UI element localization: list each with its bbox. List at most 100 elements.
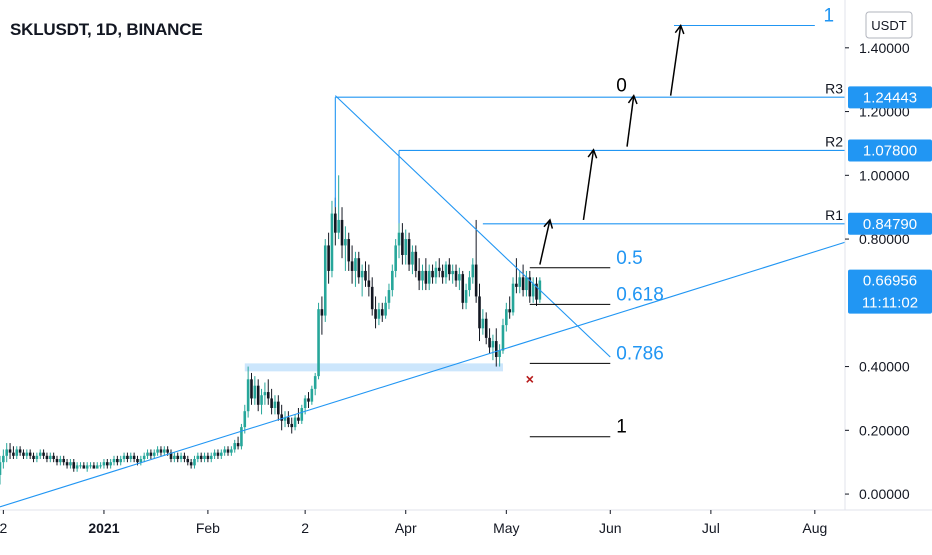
candle-body <box>498 350 501 357</box>
candles-layer <box>0 175 542 485</box>
candle-body <box>421 270 424 281</box>
candle-body <box>260 395 263 405</box>
candle-body <box>525 277 528 291</box>
candle-body <box>116 459 119 463</box>
candle-body <box>159 449 163 453</box>
candle-body <box>72 462 76 469</box>
candle-body <box>350 261 354 271</box>
time-tick-label: Feb <box>196 520 220 536</box>
candle-body <box>236 443 240 447</box>
candle-body <box>347 239 351 262</box>
fib-label: 0.618 <box>616 284 664 305</box>
candle-body <box>330 213 334 271</box>
price-tick-label: 0.80000 <box>859 231 910 247</box>
candle-body <box>59 459 62 463</box>
time-tick-label: 2 <box>301 520 309 536</box>
candle-body <box>199 455 203 459</box>
candle-body <box>273 401 277 408</box>
time-tick-label: Apr <box>395 520 417 536</box>
price-tick-label: 0.40000 <box>859 359 910 375</box>
candle-body <box>92 465 96 469</box>
price-badges-layer: 1.24443 R3 1.07800 R2 0.84790 R1 0.66956 11:11:… <box>825 80 932 314</box>
candle-body <box>441 270 444 278</box>
candle-body <box>55 459 59 463</box>
candle-body <box>142 455 146 459</box>
candle-body <box>424 270 428 284</box>
fib-label: 0.5 <box>616 248 642 269</box>
candle-body <box>464 290 468 303</box>
candle-body <box>427 270 431 284</box>
line-triangle_down <box>334 95 611 358</box>
candle-body <box>246 379 250 412</box>
time-tick-label: Aug <box>802 520 827 536</box>
candle-body <box>293 417 297 428</box>
candle-body <box>528 277 532 297</box>
candle-body <box>401 232 404 255</box>
arrow-shaft <box>539 219 551 265</box>
candle-body <box>437 267 441 271</box>
countdown-label: 11:11:02 <box>862 295 918 312</box>
candle-body <box>85 465 89 469</box>
candle-body <box>280 414 283 421</box>
price-badge <box>848 139 932 162</box>
candle-body <box>488 337 491 348</box>
arrow-shaft <box>626 95 635 147</box>
candle-body <box>75 465 79 469</box>
candle-body <box>468 277 471 291</box>
candle-body <box>112 459 116 463</box>
candle-body <box>367 280 371 287</box>
candle-body <box>411 251 414 265</box>
candle-body <box>109 462 112 466</box>
candle-body <box>337 219 340 233</box>
candle-body <box>290 423 294 428</box>
price-badge-value: 1.07800 <box>863 142 917 159</box>
candle-body <box>287 417 290 424</box>
fib-label: 0 <box>616 76 627 97</box>
candle-body <box>240 427 243 447</box>
arrow-head <box>674 23 685 35</box>
candle-body <box>223 449 226 453</box>
candle-body <box>444 264 448 278</box>
candle-body <box>380 309 384 316</box>
price-tick-label: 1.00000 <box>859 167 910 183</box>
candle-body <box>414 251 418 271</box>
level-label: R1 <box>825 207 843 223</box>
candle-body <box>132 455 136 459</box>
candle-body <box>136 459 139 463</box>
candle-body <box>481 318 485 329</box>
support-zone <box>244 363 503 372</box>
candle-body <box>505 309 508 326</box>
candle-body <box>48 455 52 459</box>
support-zone-layer <box>244 363 503 372</box>
candle-body <box>404 239 408 255</box>
candle-body <box>186 459 190 463</box>
candle-body <box>394 245 397 271</box>
candle-body <box>478 296 481 329</box>
arrow-head <box>543 218 554 229</box>
candle-body <box>122 455 126 459</box>
candle-body <box>434 267 438 278</box>
candle-body <box>454 270 458 281</box>
candle-body <box>2 455 5 463</box>
candle-body <box>65 462 69 466</box>
candle-body <box>8 449 12 453</box>
candle-body <box>0 462 2 475</box>
time-tick-label: Jun <box>599 520 622 536</box>
invalidation-cross <box>526 375 534 383</box>
candle-body <box>250 379 253 399</box>
symbol-title: SKLUSDT, 1D, BINANCE <box>10 20 203 39</box>
price-axis-layer: 0.000000.200000.400000.800001.000001.200… <box>844 0 913 510</box>
candle-body <box>313 376 317 389</box>
price-tick-label: 0.20000 <box>859 422 910 438</box>
candle-body <box>253 385 257 399</box>
price-badge-value: 0.66956 <box>863 273 917 290</box>
level-label: R3 <box>825 80 843 96</box>
candle-body <box>521 277 525 291</box>
candle-body <box>357 258 361 278</box>
candle-body <box>45 455 49 459</box>
candle-body <box>300 408 304 421</box>
candle-body <box>303 398 307 408</box>
candle-body <box>95 465 99 469</box>
